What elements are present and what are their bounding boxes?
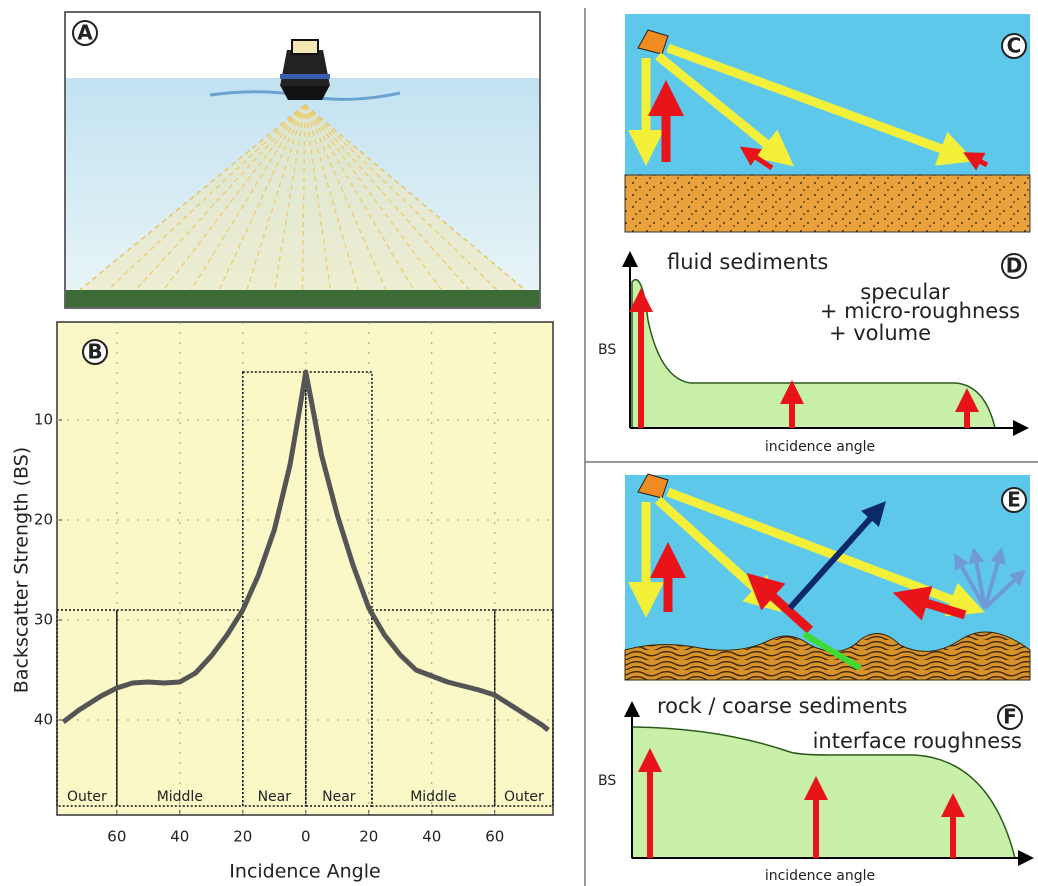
panel-e bbox=[624, 473, 1031, 681]
beam-line bbox=[273, 104, 306, 291]
x-axis-title: Incidence Angle bbox=[229, 861, 380, 883]
panel-title: rock / coarse sediments bbox=[657, 694, 907, 718]
region-label: Outer bbox=[67, 789, 107, 805]
panel-letter: A bbox=[77, 21, 93, 45]
axis-label: incidence angle bbox=[765, 868, 875, 884]
note: + volume bbox=[829, 321, 931, 345]
x-tick-label: 60 bbox=[107, 828, 126, 846]
note: specular bbox=[860, 280, 950, 304]
x-tick-label: 0 bbox=[301, 828, 311, 846]
beam-line bbox=[218, 104, 306, 291]
panel-a bbox=[64, 11, 541, 309]
region-label: Near bbox=[258, 789, 292, 805]
x-tick-label: 20 bbox=[233, 828, 252, 846]
beam-line bbox=[304, 104, 443, 291]
x-tick-label: 20 bbox=[359, 828, 378, 846]
region-box bbox=[116, 609, 244, 807]
panel-d bbox=[622, 251, 1029, 436]
beam-line bbox=[162, 104, 306, 291]
panel-letter: D bbox=[1006, 254, 1023, 278]
beam-line bbox=[79, 104, 306, 291]
plot-area bbox=[56, 321, 554, 816]
x-tick-label: 60 bbox=[485, 828, 504, 846]
region-box bbox=[305, 371, 373, 807]
axis-label: incidence angle bbox=[765, 439, 875, 455]
region-label: Middle bbox=[157, 789, 203, 805]
beam-line bbox=[304, 104, 526, 291]
panel-f bbox=[624, 701, 1034, 866]
region-box bbox=[242, 371, 307, 807]
y-tick-label: 10 bbox=[34, 411, 53, 429]
y-tick-label: 20 bbox=[34, 511, 53, 529]
y-tick-label: 40 bbox=[34, 711, 53, 729]
x-tick-label: 40 bbox=[170, 828, 189, 846]
panel-b: 10 20 30 40 60 40 20 0 20 40 60 Outer Middle Near Near… bbox=[34, 321, 554, 846]
beam-line bbox=[304, 104, 332, 291]
panel-letter: E bbox=[1007, 488, 1021, 512]
curve bbox=[61, 369, 550, 732]
y-axis-title: Backscatter Strength (BS) bbox=[11, 447, 33, 693]
region-label: Outer bbox=[504, 789, 544, 805]
panel-letter: F bbox=[1003, 705, 1017, 729]
axis-label: BS bbox=[598, 342, 616, 358]
region-label: Middle bbox=[410, 789, 456, 805]
panel-letter: C bbox=[1007, 34, 1022, 58]
note: + micro-roughness bbox=[820, 299, 1020, 323]
panel-title: fluid sediments bbox=[667, 250, 828, 274]
beam-line bbox=[304, 104, 387, 291]
y-tick-label: 30 bbox=[34, 611, 53, 629]
beam-line bbox=[190, 104, 306, 291]
axis-label: BS bbox=[598, 773, 616, 789]
region-box bbox=[371, 609, 496, 807]
region-label: Near bbox=[322, 789, 356, 805]
panel-c bbox=[624, 14, 1031, 233]
x-tick-label: 40 bbox=[422, 828, 441, 846]
panel-letter: B bbox=[87, 340, 102, 364]
beam-line bbox=[107, 104, 306, 291]
beam-line bbox=[135, 104, 306, 291]
region-box bbox=[493, 609, 554, 807]
note: interface roughness bbox=[813, 729, 1022, 753]
beam-line bbox=[301, 104, 306, 291]
panel-letters bbox=[72, 20, 1027, 730]
